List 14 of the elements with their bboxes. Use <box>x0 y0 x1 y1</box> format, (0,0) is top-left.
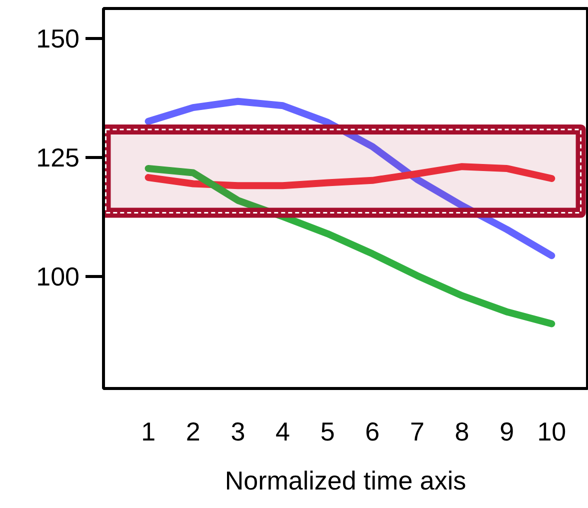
x-tick-label: 9 <box>500 416 514 446</box>
x-tick-label: 6 <box>365 416 380 446</box>
y-tick-label: 150 <box>36 24 80 54</box>
x-tick-label: 8 <box>454 416 470 446</box>
x-tick-label: 5 <box>320 416 335 446</box>
y-tick-label: 125 <box>36 142 80 173</box>
x-tick-label: 10 <box>537 416 566 446</box>
x-tick-label: 1 <box>141 416 156 446</box>
x-tick-label: 7 <box>410 416 424 446</box>
y-tick-label: 100 <box>36 262 80 292</box>
x-tick-label: 2 <box>186 416 200 446</box>
x-axis-title: Normalized time axis <box>224 466 466 496</box>
x-tick-label: 4 <box>276 416 290 446</box>
x-tick-label: 3 <box>230 416 246 446</box>
